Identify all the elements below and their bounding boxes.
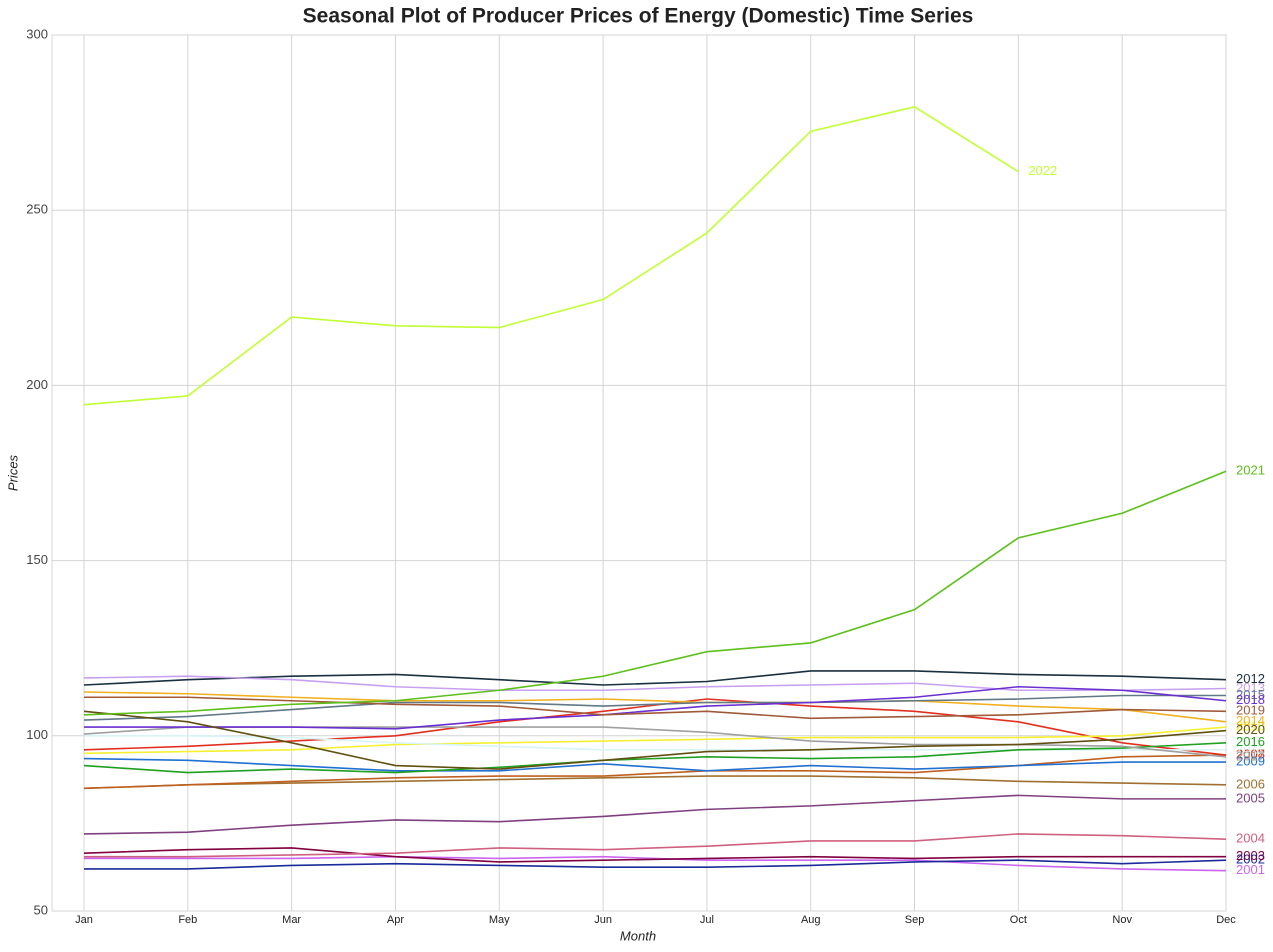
y-tick-label: 50 [34, 902, 48, 917]
series-label: 2011 [1236, 741, 1264, 756]
series-line [83, 670, 1227, 686]
series-line [84, 833, 1227, 858]
series-line [84, 855, 1227, 872]
series-label: 2013 [1236, 680, 1265, 695]
series-label: 2022 [1028, 163, 1057, 178]
series-line [83, 675, 1227, 692]
series-line [83, 847, 1226, 863]
series-line [83, 105, 1019, 406]
x-axis-label: Month [620, 928, 656, 943]
series-line [83, 694, 1226, 721]
series-label: 2014 [1236, 713, 1265, 728]
series-label: 2004 [1236, 831, 1265, 846]
x-tick-label: Apr [387, 914, 404, 926]
y-axis-label: Prices [5, 454, 20, 491]
y-tick-label: 300 [26, 26, 48, 41]
series-label: 2001 [1236, 862, 1265, 877]
series-line [83, 726, 1227, 755]
series-line [84, 685, 1227, 730]
series-line [83, 754, 1227, 790]
series-label: 2008 [1236, 747, 1265, 762]
x-tick-label: May [489, 914, 510, 926]
series-label: 2015 [1236, 687, 1265, 702]
series-label: 2016 [1236, 734, 1265, 749]
series-label: 2018 [1236, 692, 1265, 707]
series-label: 2021 [1236, 463, 1265, 478]
y-tick-label: 150 [26, 552, 48, 567]
series-label: 2003 [1236, 848, 1265, 863]
series-line [83, 775, 1227, 790]
series-line [83, 794, 1226, 835]
series-line [84, 696, 1227, 720]
y-tick-label: 200 [26, 377, 48, 392]
series-label: 2010 [1236, 718, 1265, 733]
x-tick-label: Sep [905, 914, 925, 926]
x-tick-label: Jun [594, 914, 612, 926]
series-label: 2019 [1236, 703, 1265, 718]
series-label: 2009 [1236, 754, 1265, 769]
x-tick-label: Feb [178, 914, 197, 926]
x-tick-label: Jan [75, 914, 93, 926]
series-label: 2005 [1236, 790, 1265, 805]
series-label: 2006 [1236, 776, 1265, 791]
x-tick-label: Jul [700, 914, 714, 926]
series-line [83, 757, 1226, 772]
series-line [84, 859, 1227, 870]
x-tick-label: Oct [1010, 914, 1027, 926]
series-line [83, 691, 1227, 723]
x-tick-label: Nov [1112, 914, 1132, 926]
series-line [83, 742, 1227, 774]
chart-title: Seasonal Plot of Producer Prices of Ener… [303, 5, 974, 28]
series-label: 2017 [1236, 748, 1265, 763]
series-line [83, 470, 1227, 716]
x-tick-label: Aug [801, 914, 821, 926]
x-tick-label: Mar [282, 914, 301, 926]
y-tick-label: 100 [26, 727, 48, 742]
y-tick-label: 250 [26, 202, 48, 217]
series-label: 2007 [1236, 747, 1265, 762]
series-label: 2002 [1236, 852, 1265, 867]
series-line [83, 698, 1227, 756]
series-label: 2020 [1236, 722, 1265, 737]
series-line [83, 710, 1227, 770]
x-tick-label: Dec [1216, 914, 1236, 926]
series-label: 2012 [1236, 671, 1265, 686]
